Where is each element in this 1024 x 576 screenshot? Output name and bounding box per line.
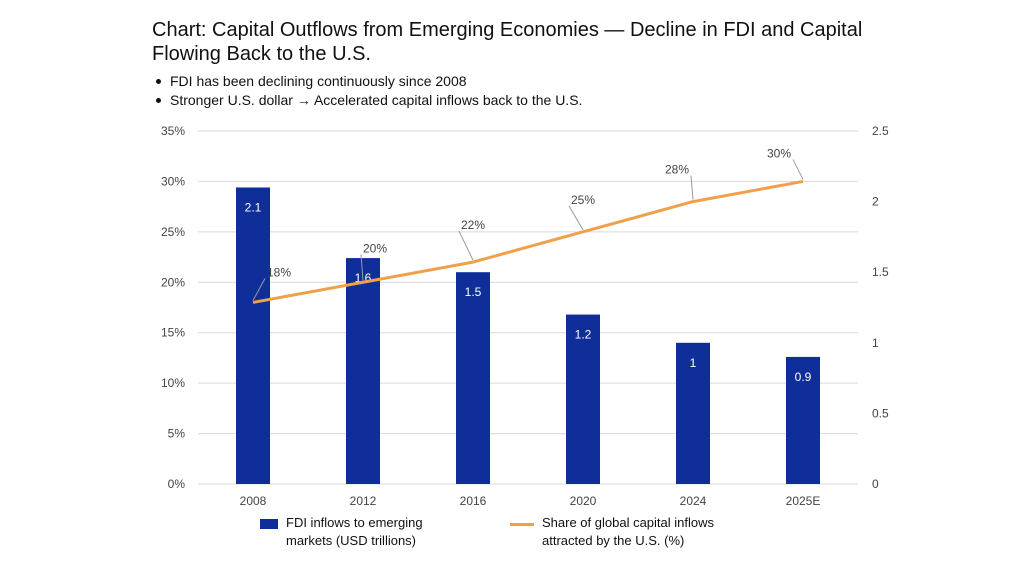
bar — [456, 272, 490, 484]
key-point: FDI has been declining continuously sinc… — [156, 72, 582, 91]
legend-label-share: Share of global capital inflows attracte… — [542, 515, 714, 548]
x-axis-tick-label: 2020 — [570, 494, 597, 508]
data-label-leader — [458, 230, 474, 261]
x-axis-tick-label: 2012 — [350, 494, 377, 508]
chart-title: Chart: Capital Outflows from Emerging Ec… — [152, 19, 863, 65]
x-axis-tick-label: 2025E — [786, 494, 821, 508]
left-axis-tick-label: 15% — [161, 326, 185, 340]
bar-data-label: 2.1 — [245, 200, 262, 214]
left-axis-tick-label: 35% — [161, 124, 185, 138]
right-axis-tick-label: 2.5 — [872, 124, 889, 138]
data-label-leader — [360, 254, 364, 281]
bar-data-label: 1.5 — [465, 285, 482, 299]
bar — [236, 187, 270, 485]
line-data-label: 18% — [267, 265, 291, 279]
line-data-label: 30% — [767, 146, 791, 160]
line-data-label: 22% — [461, 218, 485, 232]
bar-data-label: 0.9 — [795, 370, 812, 384]
key-points: FDI has been declining continuously sinc… — [156, 72, 582, 110]
x-axis-tick-label: 2024 — [680, 494, 707, 508]
left-axis-tick-label: 30% — [161, 174, 185, 188]
bar-data-label: 1 — [690, 356, 697, 370]
bar — [346, 258, 380, 484]
left-axis-tick-label: 0% — [168, 477, 186, 491]
line-data-label: 20% — [363, 241, 387, 255]
line-data-label: 25% — [571, 193, 595, 207]
legend-line-swatch — [510, 523, 534, 526]
data-label-leader — [252, 278, 266, 301]
legend-label-fdi: FDI inflows to emerging markets (USD tri… — [286, 515, 423, 548]
left-axis-tick-label: 5% — [168, 427, 186, 441]
data-label-leader — [568, 205, 584, 231]
left-axis-tick-label: 25% — [161, 225, 185, 239]
line-series — [252, 179, 804, 304]
key-point: Stronger U.S. dollar → Accelerated capit… — [156, 91, 582, 110]
right-axis-tick-label: 0.5 — [872, 406, 889, 420]
data-label-leader — [690, 175, 694, 200]
legend-item-share: Share of global capital inflows attracte… — [510, 514, 714, 550]
bar-data-label: 1.2 — [575, 328, 592, 342]
right-axis-tick-label: 1.5 — [872, 265, 889, 279]
x-axis-tick-label: 2016 — [460, 494, 487, 508]
right-axis-tick-label: 1 — [872, 336, 879, 350]
left-axis-tick-label: 10% — [161, 376, 185, 390]
right-axis-tick-label: 2 — [872, 195, 879, 209]
legend-bar-swatch — [260, 519, 278, 529]
right-axis-tick-label: 0 — [872, 477, 879, 491]
legend-item-fdi: FDI inflows to emerging markets (USD tri… — [260, 514, 423, 550]
line-data-label: 28% — [665, 163, 689, 177]
bar — [786, 356, 820, 484]
x-axis-tick-label: 2008 — [240, 494, 267, 508]
left-axis-tick-label: 20% — [161, 275, 185, 289]
data-label-leader — [792, 159, 804, 180]
bar — [566, 314, 600, 484]
bar — [676, 342, 710, 484]
